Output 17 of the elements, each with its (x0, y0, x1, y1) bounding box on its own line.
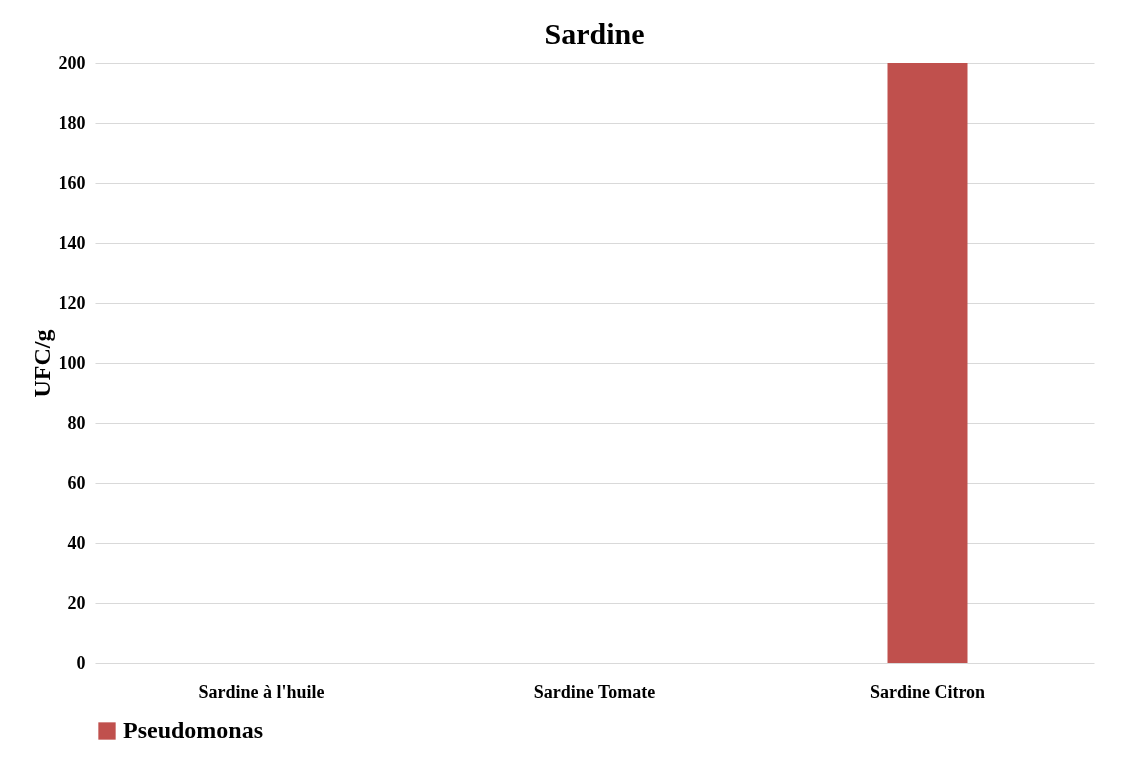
y-tick-label: 180 (58, 112, 86, 133)
x-tick-label: Sardine à l'huile (198, 681, 325, 702)
y-axis-title: UFC/g (28, 329, 55, 398)
x-tick-label: Sardine Tomate (533, 681, 656, 702)
x-tick-label: Sardine Citron (869, 681, 986, 702)
y-tick-label: 200 (58, 52, 86, 73)
y-tick-label: 60 (67, 472, 86, 493)
y-tick-label: 80 (67, 412, 86, 433)
y-tick-label: 120 (58, 292, 86, 313)
legend-label: Pseudomonas (123, 717, 264, 743)
y-tick-label: 160 (58, 172, 86, 193)
y-tick-label: 40 (67, 532, 86, 553)
y-tick-label: 140 (58, 232, 86, 253)
chart-title: Sardine (544, 17, 645, 50)
y-tick-label: 100 (58, 352, 86, 373)
y-tick-label: 20 (67, 592, 86, 613)
y-tick-label: 0 (76, 652, 86, 673)
